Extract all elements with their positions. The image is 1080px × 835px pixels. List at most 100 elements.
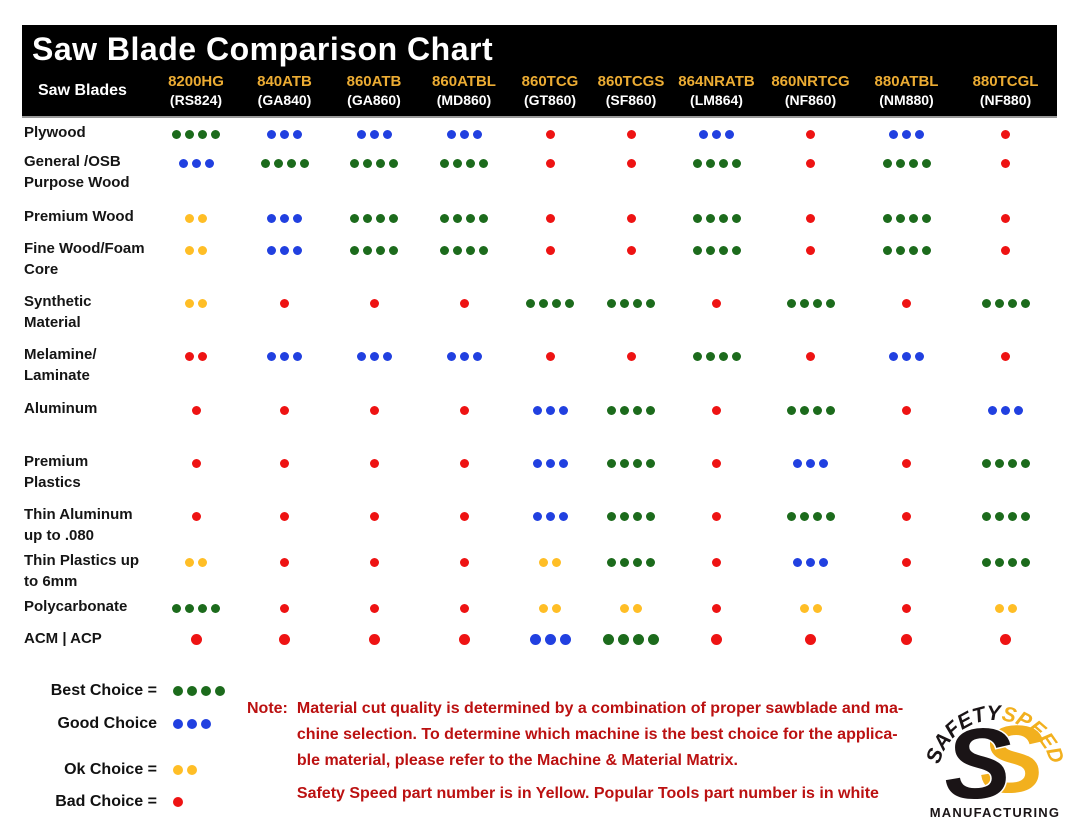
dot — [191, 459, 201, 468]
logo-s-yellow: S — [980, 706, 1044, 813]
rating-cell — [762, 624, 859, 664]
rating-dots-bad — [545, 130, 555, 139]
dot — [692, 159, 702, 168]
rating-cell — [954, 624, 1057, 664]
rating-cell — [762, 117, 859, 147]
dot — [280, 246, 289, 255]
rating-dots-bad — [1001, 246, 1010, 255]
rating-cell — [329, 340, 419, 394]
rating-cell — [762, 287, 859, 340]
rating-dots-bad — [805, 634, 816, 645]
rating-cell — [859, 117, 954, 147]
dot — [812, 604, 822, 613]
rating-dots-best — [440, 246, 488, 255]
dot — [201, 686, 211, 696]
rating-dots-best — [260, 159, 309, 168]
legend-item: Best Choice = — [22, 681, 225, 701]
dot — [350, 214, 359, 223]
dot — [633, 299, 642, 308]
dot — [532, 459, 542, 468]
rating-cell — [859, 287, 954, 340]
dot — [712, 512, 721, 521]
rating-cell — [509, 500, 591, 546]
dot — [620, 406, 629, 415]
dot — [363, 214, 372, 223]
dot — [453, 159, 462, 168]
dot — [369, 406, 379, 415]
rating-cell — [152, 287, 240, 340]
dot — [1001, 246, 1010, 255]
dot — [633, 459, 642, 468]
dot — [1020, 459, 1030, 468]
rating-cell — [419, 394, 509, 447]
rating-dots-bad — [190, 634, 202, 645]
dot — [260, 159, 270, 168]
rating-dots-good — [889, 130, 924, 139]
dot — [705, 159, 715, 168]
rating-cell — [509, 592, 591, 624]
rating-dots-ok — [620, 604, 642, 613]
rating-dots-ok — [539, 558, 561, 567]
dot — [532, 406, 542, 415]
rating-dots-best — [692, 246, 741, 255]
rating-dots-best — [981, 299, 1030, 308]
rating-dots-bad — [369, 512, 379, 521]
column-header: 8200HG (RS824) — [152, 73, 240, 118]
rating-dots-good — [793, 558, 828, 567]
rating-dots-bad — [902, 299, 911, 308]
rating-dots-bad — [545, 352, 555, 361]
dot — [607, 459, 616, 468]
rating-dots-bad — [280, 459, 289, 468]
rating-dots-bad — [545, 159, 555, 168]
dot — [559, 634, 571, 645]
rating-dots-bad — [280, 558, 289, 567]
dot — [825, 299, 835, 308]
rating-dots-good — [532, 406, 568, 415]
dot — [376, 214, 385, 223]
dot — [825, 406, 835, 415]
dot — [607, 512, 616, 521]
material-label: Melamine/Laminate — [22, 340, 152, 394]
dot — [363, 159, 372, 168]
dot — [389, 214, 398, 223]
rating-cell — [671, 147, 762, 202]
column-header: 880ATBL (NM880) — [859, 73, 954, 118]
dot — [215, 686, 225, 696]
rating-cell — [762, 592, 859, 624]
material-label-line: Laminate — [24, 367, 90, 384]
rating-dots-bad — [191, 459, 201, 468]
dot — [793, 558, 802, 567]
dot — [648, 634, 659, 645]
dot — [267, 130, 276, 139]
rating-dots-bad — [626, 352, 636, 361]
rating-cell — [419, 546, 509, 592]
legend-item: Bad Choice = — [22, 792, 183, 812]
rating-cell — [240, 546, 329, 592]
rating-dots-bad — [459, 459, 469, 468]
dot — [440, 246, 449, 255]
dot — [440, 159, 449, 168]
dot — [389, 246, 398, 255]
rating-cell — [671, 592, 762, 624]
rating-dots-bad — [280, 299, 289, 308]
dot — [1007, 558, 1017, 567]
dot — [902, 459, 911, 468]
rating-dots-bad — [902, 558, 911, 567]
rating-dots-best — [172, 604, 220, 613]
dot — [185, 352, 194, 361]
dot — [607, 406, 616, 415]
rating-cell — [329, 117, 419, 147]
note-label: Note: — [247, 700, 288, 717]
dot — [1014, 406, 1023, 415]
dot — [812, 512, 822, 521]
rating-cell — [954, 447, 1057, 500]
dot — [786, 406, 796, 415]
rating-dots-bad — [459, 299, 469, 308]
rating-dots-best — [786, 406, 835, 415]
dot — [805, 634, 816, 645]
rating-dots-best — [981, 512, 1030, 521]
dot — [819, 459, 828, 468]
dot — [981, 512, 991, 521]
dot — [459, 459, 469, 468]
rating-cell — [762, 500, 859, 546]
